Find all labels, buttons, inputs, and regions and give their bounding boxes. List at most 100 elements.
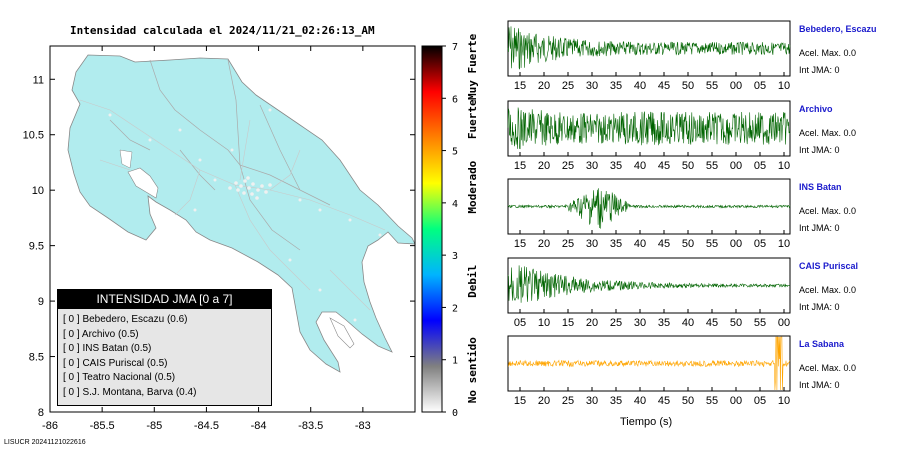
- trace-tick-label: 25: [562, 238, 574, 250]
- trace-tick-label: 25: [562, 395, 574, 407]
- trace-peak-accel: Acel. Max. 0.0: [799, 128, 857, 138]
- trace-tick-label: 15: [562, 317, 574, 329]
- trace-tick-label: 00: [730, 238, 742, 250]
- trace-tick-label: 00: [730, 160, 742, 172]
- legend-list: [ 0 ] Bebedero, Escazu (0.6) [ 0 ] Archiv…: [58, 313, 271, 401]
- trace-tick-label: 50: [682, 395, 694, 407]
- trace-tick-label: 40: [634, 395, 646, 407]
- legend-item: [ 0 ] CAIS Puriscal (0.5): [63, 357, 168, 369]
- roads: [79, 99, 386, 311]
- map-x-tick-label: -84: [251, 420, 267, 432]
- trace-tick-label: 00: [778, 317, 790, 329]
- legend-item: [ 0 ] Bebedero, Escazu (0.6): [63, 314, 188, 325]
- trace-panel: 15 20 25 30 35 40 45 50 55 00 05 10: [507, 20, 791, 92]
- trace-tick-label: 55: [706, 395, 718, 407]
- trace-peak-accel: Acel. Max. 0.0: [799, 206, 857, 216]
- trace-panel: 15 20 25 30 35 40 45 50 55 00 05 10: [507, 178, 791, 250]
- trace-tick-label: 05: [514, 317, 526, 329]
- trace-tick-label: 55: [706, 238, 718, 250]
- trace-panel: 05 10 15 20 25 30 35 40 45 50 55 00: [507, 257, 791, 329]
- trace-tick-label: 15: [514, 80, 526, 92]
- trace-tick-label: 45: [658, 80, 670, 92]
- trace-panel: 15 20 25 30 35 40 45 50 55 00 05 10: [507, 335, 791, 407]
- map-y-tick-label: 9: [38, 296, 44, 308]
- trace-tick-label: 40: [634, 160, 646, 172]
- trace-tick-label: 05: [754, 395, 766, 407]
- colorbar-category: No sentido: [466, 337, 479, 404]
- colorbar-tick-label: 0: [452, 408, 458, 419]
- trace-tick-label: 30: [586, 80, 598, 92]
- trace-tick-label: 55: [754, 317, 766, 329]
- colorbar-tick-label: 4: [452, 199, 458, 210]
- map-x-tick-label: -86: [42, 420, 58, 432]
- trace-tick-label: 05: [754, 80, 766, 92]
- trace-tick-label: 55: [706, 160, 718, 172]
- trace-waveform: [507, 188, 791, 229]
- map-y-tick-label: 10: [32, 185, 44, 197]
- costa-rica-land: [67, 54, 416, 373]
- map-x-tick-label: -83: [355, 420, 371, 432]
- trace-tick-label: 05: [754, 160, 766, 172]
- station-dots: [108, 108, 382, 322]
- trace-tick-label: 40: [634, 238, 646, 250]
- trace-tick-label: 45: [658, 160, 670, 172]
- nicoya-gulf: [127, 167, 159, 199]
- trace-tick-label: 35: [610, 160, 622, 172]
- trace-tick-label: 25: [610, 317, 622, 329]
- colorbar-category: Moderado: [466, 160, 479, 213]
- trace-tick-label: 35: [610, 395, 622, 407]
- map-y-tick-label: 9.5: [29, 241, 44, 253]
- trace-tick-label: 50: [682, 238, 694, 250]
- legend-item: [ 0 ] INS Batan (0.5): [63, 343, 152, 355]
- intensity-legend: INTENSIDAD JMA [0 a 7] [ 0 ] Bebedero, E…: [57, 289, 272, 406]
- trace-tick-label: 15: [514, 238, 526, 250]
- trace-tick-label: 10: [778, 395, 790, 407]
- trace-peak-accel: Acel. Max. 0.0: [799, 48, 857, 58]
- colorbar-ticks: 0 1 2 3 4 5 6 7: [442, 42, 458, 419]
- legend-item: [ 0 ] Teatro Nacional (0.5): [63, 372, 176, 384]
- trace-intensity: Int JMA: 0: [799, 380, 840, 390]
- trace-intensity: Int JMA: 0: [799, 302, 840, 312]
- trace-tick-label: 20: [538, 395, 550, 407]
- trace-tick-label: 20: [538, 160, 550, 172]
- trace-tick-label: 35: [658, 317, 670, 329]
- traces-xlabel: Tiempo (s): [620, 416, 673, 428]
- trace-intensity: Int JMA: 0: [799, 65, 840, 75]
- trace-waveform: [507, 26, 791, 70]
- nicoya-inner: [119, 149, 133, 169]
- colorbar-tick-label: 2: [452, 303, 458, 314]
- map-x-ticks: -86 -85.5 -85 -84.5 -84 -83.5 -83: [42, 46, 371, 432]
- trace-tick-label: 30: [586, 160, 598, 172]
- map-title: Intensidad calculada el 2024/11/21_02:26…: [70, 24, 375, 37]
- colorbar-gradient: [421, 45, 443, 413]
- map-x-tick-label: -85.5: [90, 420, 115, 432]
- colorbar-tick-label: 5: [452, 147, 458, 158]
- trace-tick-label: 10: [778, 160, 790, 172]
- trace-tick-label: 10: [538, 317, 550, 329]
- trace-tick-label: 05: [754, 238, 766, 250]
- trace-station-name: CAIS Puriscal: [799, 261, 859, 271]
- map-x-tick-label: -84.5: [194, 420, 219, 432]
- trace-station-name: INS Batan: [799, 182, 842, 192]
- trace-tick-label: 40: [682, 317, 694, 329]
- trace-peak-accel: Acel. Max. 0.0: [799, 285, 857, 295]
- trace-tick-label: 35: [610, 80, 622, 92]
- trace-tick-label: 45: [658, 395, 670, 407]
- footer-id: LISUCR 20241121022616: [4, 439, 86, 446]
- province-borders: [109, 59, 331, 251]
- trace-tick-label: 30: [586, 395, 598, 407]
- legend-item: [ 0 ] S.J. Montana, Barva (0.4): [63, 386, 197, 398]
- legend-item: [ 0 ] Archivo (0.5): [63, 328, 139, 340]
- trace-tick-label: 25: [562, 80, 574, 92]
- map-y-tick-label: 10.5: [23, 130, 44, 142]
- trace-tick-label: 45: [658, 238, 670, 250]
- trace-tick-label: 35: [610, 238, 622, 250]
- map-frame: [49, 45, 416, 413]
- legend-title: INTENSIDAD JMA [0 a 7]: [58, 290, 271, 309]
- trace-tick-label: 15: [514, 160, 526, 172]
- trace-tick-label: 10: [778, 238, 790, 250]
- trace-tick-label: 20: [538, 80, 550, 92]
